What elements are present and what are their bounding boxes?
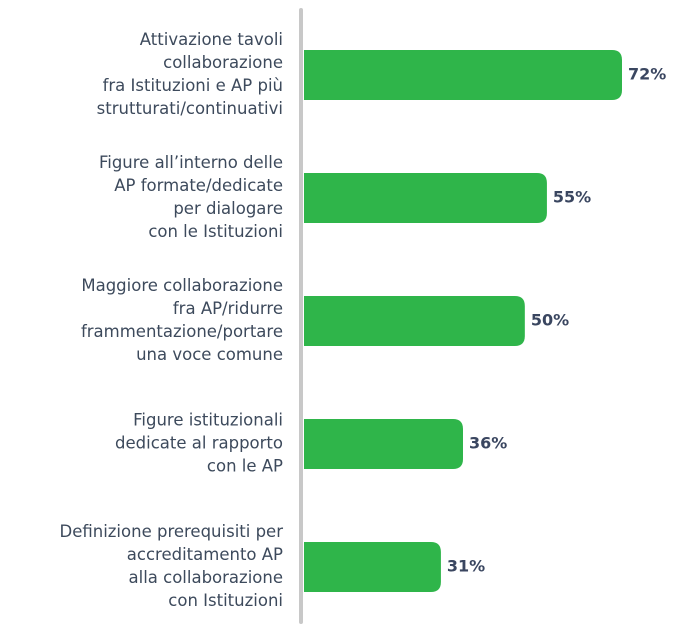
category-label: per dialogare: [173, 199, 283, 218]
category-label: con Istituzioni: [168, 591, 283, 610]
bar: [304, 173, 547, 223]
category-label: strutturati/continuativi: [97, 99, 283, 118]
category-label: Maggiore collaborazione: [81, 276, 283, 295]
category-label: Definizione prerequisiti per: [59, 522, 283, 541]
bar: [304, 419, 463, 469]
bar: [304, 50, 622, 100]
category-label: collaborazione: [163, 53, 283, 72]
value-label: 36%: [469, 434, 507, 453]
value-label: 31%: [447, 557, 485, 576]
category-label: accreditamento AP: [127, 545, 283, 564]
category-label: alla collaborazione: [129, 568, 284, 587]
category-label: fra Istituzioni e AP più: [103, 76, 283, 95]
category-label: con le Istituzioni: [148, 222, 283, 241]
category-label: AP formate/dedicate: [114, 176, 283, 195]
category-label: con le AP: [207, 457, 283, 476]
value-label: 55%: [553, 188, 591, 207]
category-label: Figure all’interno delle: [99, 153, 283, 172]
category-label: una voce comune: [136, 345, 283, 364]
value-label: 50%: [531, 311, 569, 330]
bar: [304, 542, 441, 592]
category-label: Attivazione tavoli: [140, 30, 283, 49]
category-label: fra AP/ridurre: [173, 299, 283, 318]
category-label: frammentazione/portare: [81, 322, 283, 341]
category-label: Figure istituzionali: [133, 411, 283, 430]
bar: [304, 296, 525, 346]
value-label: 72%: [628, 65, 666, 84]
category-label: dedicate al rapporto: [115, 434, 283, 453]
